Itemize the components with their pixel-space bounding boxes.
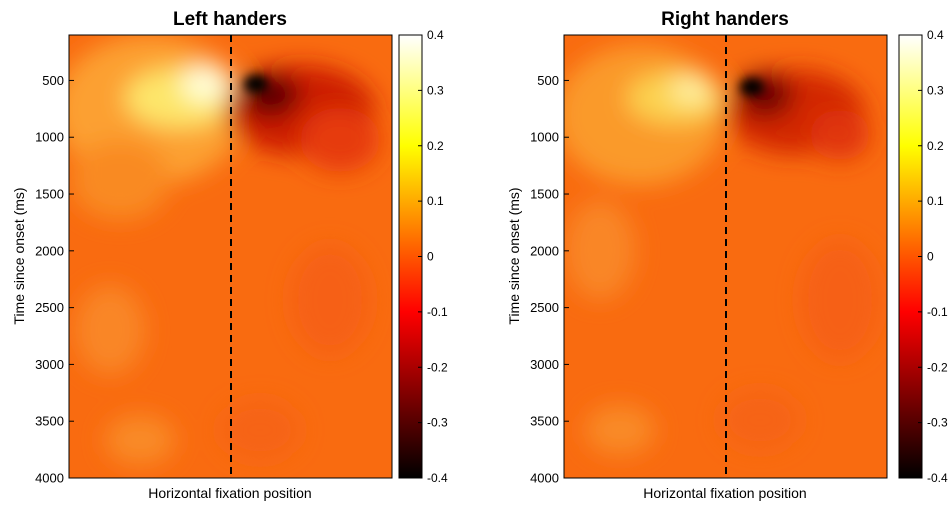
- y-tick-label: 500: [42, 73, 64, 88]
- colorbar-tick-label: -0.2: [427, 360, 448, 374]
- y-tick-label: 1500: [35, 187, 64, 202]
- y-axis-label: Time since onset (ms): [506, 187, 522, 324]
- colorbar-ticks: 0.4 0.3 0.2 0.1 0 -0.1 -0.2 -0.3 -0.4: [918, 28, 948, 485]
- colorbar-tick-label: -0.4: [427, 471, 448, 485]
- colorbar-tick-label: 0.3: [427, 83, 444, 97]
- y-tick-label: 2000: [530, 243, 559, 258]
- colorbar-tick-label: -0.4: [927, 471, 948, 485]
- plot-frame: [563, 34, 888, 479]
- colorbar-tick-label: 0: [427, 250, 434, 264]
- heatmap-field: [564, 45, 880, 455]
- colorbar-tick-label: 0.4: [427, 28, 444, 42]
- y-tick-label: 2000: [35, 243, 64, 258]
- y-tick-label: 2500: [35, 300, 64, 315]
- y-tick-label: 1000: [35, 130, 64, 145]
- colorbar-tick-label: 0.4: [927, 28, 944, 42]
- y-tick-label: 1000: [530, 130, 559, 145]
- y-axis-ticks: 500 1000 1500 2000 2500 3000 3500 4000: [530, 73, 569, 486]
- colorbar-tick-label: 0.2: [927, 139, 944, 153]
- y-tick-label: 4000: [35, 471, 64, 486]
- colorbar-tick-label: 0.1: [427, 194, 444, 208]
- y-tick-label: 1500: [530, 187, 559, 202]
- colorbar-ticks: 0.4 0.3 0.2 0.1 0 -0.1 -0.2 -0.3 -0.4: [418, 28, 448, 485]
- x-axis-label: Horizontal fixation position: [643, 485, 806, 501]
- colorbar-tick-label: -0.2: [927, 360, 948, 374]
- right-handers-panel: Right handers 500 1000 1500 2000 2500 3000 350…: [506, 9, 948, 501]
- y-tick-label: 2500: [530, 300, 559, 315]
- colorbar-tick-label: 0.2: [427, 139, 444, 153]
- colorbar-tick-label: -0.3: [427, 416, 448, 430]
- colorbar-tick-label: -0.1: [427, 305, 448, 319]
- y-tick-label: 4000: [530, 471, 559, 486]
- y-tick-label: 3000: [35, 357, 64, 372]
- y-tick-label: 500: [537, 73, 559, 88]
- y-tick-label: 3000: [530, 357, 559, 372]
- y-tick-label: 3500: [530, 414, 559, 429]
- colorbar-tick-label: -0.1: [927, 305, 948, 319]
- plot-frame: [68, 34, 393, 479]
- chart-title: Right handers: [661, 9, 789, 30]
- chart-title: Left handers: [173, 9, 287, 30]
- x-axis-label: Horizontal fixation position: [148, 485, 311, 501]
- colorbar-tick-label: 0: [927, 250, 934, 264]
- heatmap-field: [69, 35, 380, 465]
- colorbar-tick-label: 0.3: [927, 83, 944, 97]
- y-axis-label: Time since onset (ms): [11, 187, 27, 324]
- y-axis-ticks: 500 1000 1500 2000 2500 3000 3500 4000: [35, 73, 74, 486]
- colorbar-tick-label: -0.3: [927, 416, 948, 430]
- y-tick-label: 3500: [35, 414, 64, 429]
- colorbar-tick-label: 0.1: [927, 194, 944, 208]
